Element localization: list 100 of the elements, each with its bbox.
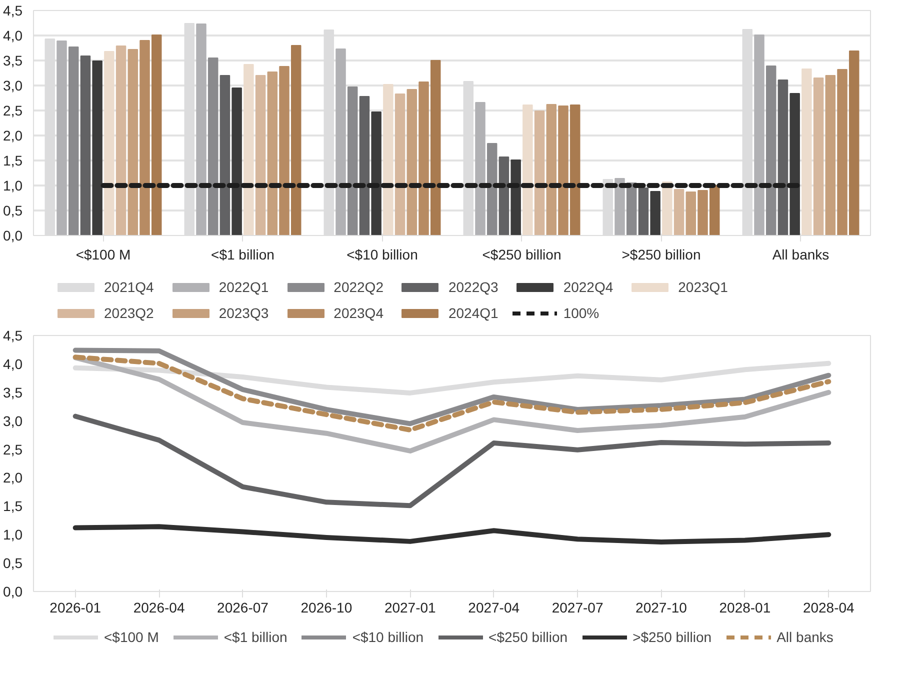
bar xyxy=(498,156,510,236)
bar xyxy=(848,50,860,236)
bar xyxy=(546,104,557,236)
y-tick-label: 3,0 xyxy=(3,78,23,94)
bar xyxy=(674,189,684,236)
bar xyxy=(825,75,836,236)
x-tick-label: 2026-01 xyxy=(50,600,102,616)
y-tick-label: 4,0 xyxy=(3,356,23,372)
bar xyxy=(406,89,418,236)
y-tick-label: 3,0 xyxy=(3,412,23,429)
bar xyxy=(128,49,138,236)
legend-label: 2022Q4 xyxy=(563,279,614,295)
x-tick-label: <$250 billion xyxy=(482,246,562,262)
legend-label: <$10 billion xyxy=(352,629,424,645)
bar xyxy=(837,69,848,236)
y-tick-label: 1,0 xyxy=(3,178,23,194)
bar xyxy=(510,160,521,236)
legend-label: <$250 billion xyxy=(488,629,568,645)
bar xyxy=(255,75,266,236)
y-tick-label: 4,5 xyxy=(3,2,23,18)
bar xyxy=(698,190,708,236)
bar xyxy=(430,60,441,236)
bar xyxy=(570,104,580,236)
bar xyxy=(140,40,150,236)
legend-label: 2023Q1 xyxy=(678,279,728,295)
x-tick-label: All banks xyxy=(772,246,830,262)
bar xyxy=(68,46,79,236)
x-tick-label: >$250 billion xyxy=(622,246,701,262)
y-tick-label: 0,0 xyxy=(3,228,23,244)
bar xyxy=(279,66,290,236)
x-tick-label: <$1 billion xyxy=(211,246,274,262)
legend-label: >$250 billion xyxy=(632,629,712,645)
legend-label: 2022Q2 xyxy=(334,279,384,295)
bar xyxy=(244,64,254,236)
bar xyxy=(267,72,278,236)
x-tick-label: 2027-10 xyxy=(636,600,688,616)
bar xyxy=(766,66,776,236)
bar xyxy=(802,68,812,236)
bar xyxy=(418,82,429,236)
bar xyxy=(650,191,660,236)
x-tick-label: 2027-07 xyxy=(552,600,604,616)
legend-label: <$1 billion xyxy=(224,629,288,645)
bar xyxy=(116,46,126,236)
bar xyxy=(220,75,230,236)
bar xyxy=(813,78,824,236)
bar xyxy=(475,102,486,236)
bar xyxy=(534,110,545,236)
legend-label: 2021Q4 xyxy=(104,279,154,295)
bar xyxy=(662,182,672,236)
bar xyxy=(558,106,568,236)
bar xyxy=(383,84,394,236)
bar xyxy=(208,58,218,236)
bar xyxy=(92,60,102,236)
x-tick-label: 2027-04 xyxy=(468,600,520,616)
x-tick-label: 2026-04 xyxy=(133,600,185,616)
bar xyxy=(614,178,625,236)
y-tick-label: 4,5 xyxy=(3,328,23,344)
bar xyxy=(56,40,67,236)
bar xyxy=(778,80,788,236)
bar xyxy=(709,185,720,236)
bar xyxy=(104,51,114,236)
y-tick-label: 1,5 xyxy=(3,152,23,168)
legend-label: 100% xyxy=(563,305,600,321)
y-tick-label: 0,5 xyxy=(3,202,23,218)
x-tick-label: 2027-01 xyxy=(384,600,436,616)
y-tick-label: 4,0 xyxy=(3,28,23,44)
x-tick-label: <$10 billion xyxy=(346,246,418,262)
bar xyxy=(290,45,302,236)
legend-label: 2022Q1 xyxy=(218,279,269,295)
y-tick-label: 3,5 xyxy=(3,384,23,400)
legend-label: <$100 M xyxy=(104,629,159,645)
legend-label: 2023Q4 xyxy=(334,305,384,321)
bar xyxy=(359,96,370,236)
bar xyxy=(486,143,498,236)
x-tick-label: <$100 M xyxy=(76,246,131,262)
bar xyxy=(347,86,358,236)
bar xyxy=(522,104,533,236)
x-tick-label: 2026-10 xyxy=(300,600,352,616)
x-tick-label: 2026-07 xyxy=(217,600,269,616)
bar xyxy=(754,34,764,236)
bar xyxy=(232,88,242,236)
bar xyxy=(80,56,91,236)
legend-label: 2023Q3 xyxy=(218,305,269,321)
bar xyxy=(336,48,346,236)
x-tick-label: 2028-01 xyxy=(719,600,771,616)
y-tick-label: 0,5 xyxy=(3,555,23,572)
legend-label: 2022Q3 xyxy=(448,279,498,295)
y-tick-label: 3,5 xyxy=(3,52,23,68)
bar xyxy=(151,34,162,236)
y-tick-label: 2,0 xyxy=(3,470,23,486)
legend-label: 2023Q2 xyxy=(104,305,154,321)
y-tick-label: 1,5 xyxy=(3,498,23,514)
x-tick-label: 2028-04 xyxy=(802,600,855,616)
bar xyxy=(638,188,649,236)
legend-label: 2024Q1 xyxy=(448,305,498,321)
y-tick-label: 2,5 xyxy=(3,441,23,458)
bar xyxy=(686,192,696,236)
bar xyxy=(790,93,800,236)
legend-label: All banks xyxy=(776,629,834,645)
bar xyxy=(371,112,382,236)
